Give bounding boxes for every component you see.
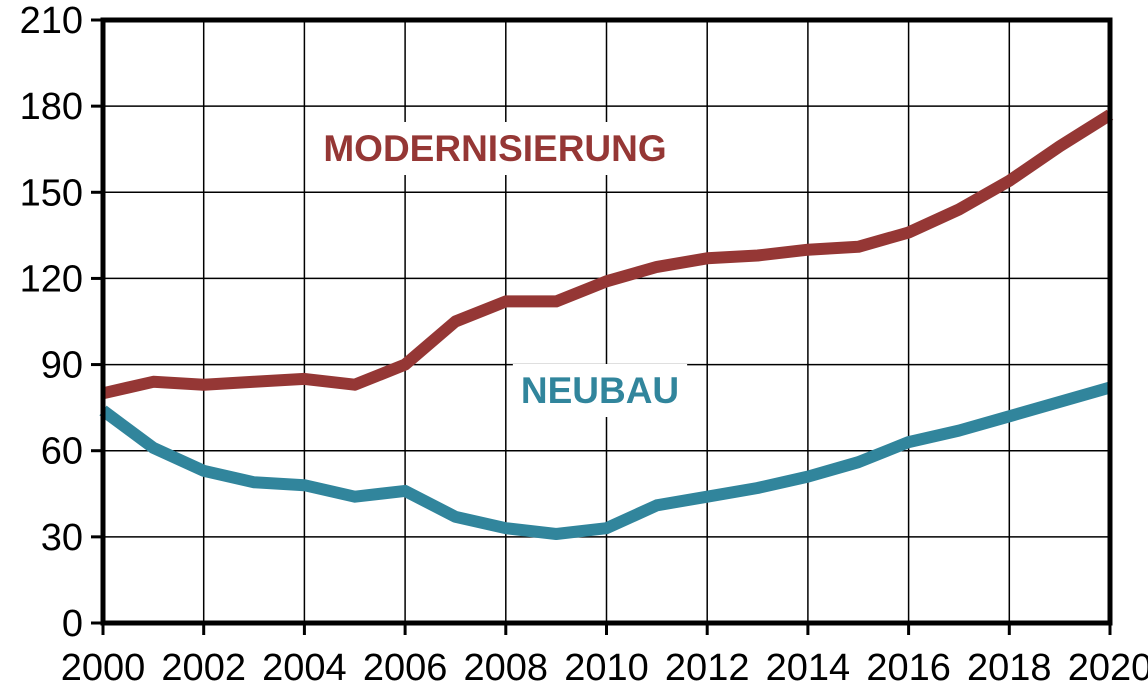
- x-tick-label: 2002: [161, 647, 246, 687]
- x-tick-label: 2018: [967, 647, 1052, 687]
- x-axis-tick-labels: 2000 2002 2004 2006 2008 2010 2012 2014 2016 2018…: [61, 647, 1148, 687]
- x-tick-label: 2004: [262, 647, 347, 687]
- y-tick-label: 0: [62, 603, 83, 645]
- x-tick-label: 2006: [363, 647, 448, 687]
- x-tick-label: 2014: [766, 647, 851, 687]
- series-label-neubau: NEUBAU: [521, 370, 679, 411]
- y-tick-label: 60: [41, 431, 83, 473]
- y-tick-label: 90: [41, 345, 83, 387]
- series-line-neubau: [99, 381, 1112, 540]
- x-tick-label: 2000: [61, 647, 146, 687]
- y-tick-label: 180: [20, 86, 83, 128]
- y-axis-tick-labels: 0 30 60 90 120 150 180 210: [20, 0, 83, 645]
- x-tick-label: 2012: [665, 647, 750, 687]
- x-tick-label: 2010: [564, 647, 649, 687]
- series-label-group: MODERNISIERUNG: [315, 122, 675, 175]
- series-line-modernisierung: [101, 109, 1114, 400]
- series-label-group: NEUBAU: [512, 364, 688, 417]
- series-lines: [99, 109, 1114, 540]
- y-tick-label: 120: [20, 258, 83, 300]
- series-label-background: [315, 122, 675, 175]
- y-tick-label: 210: [20, 0, 83, 42]
- y-tick-label: 30: [41, 517, 83, 559]
- x-tick-label: 2020: [1068, 647, 1148, 687]
- series-label-modernisierung: MODERNISIERUNG: [323, 128, 666, 169]
- plot-frame: [100, 17, 1113, 626]
- series-labels: MODERNISIERUNG NEUBAU: [315, 122, 688, 417]
- series-label-background: [512, 364, 688, 417]
- grid-lines: [91, 18, 1112, 635]
- y-tick-label: 150: [20, 172, 83, 214]
- x-tick-label: 2016: [866, 647, 951, 687]
- x-tick-label: 2008: [464, 647, 549, 687]
